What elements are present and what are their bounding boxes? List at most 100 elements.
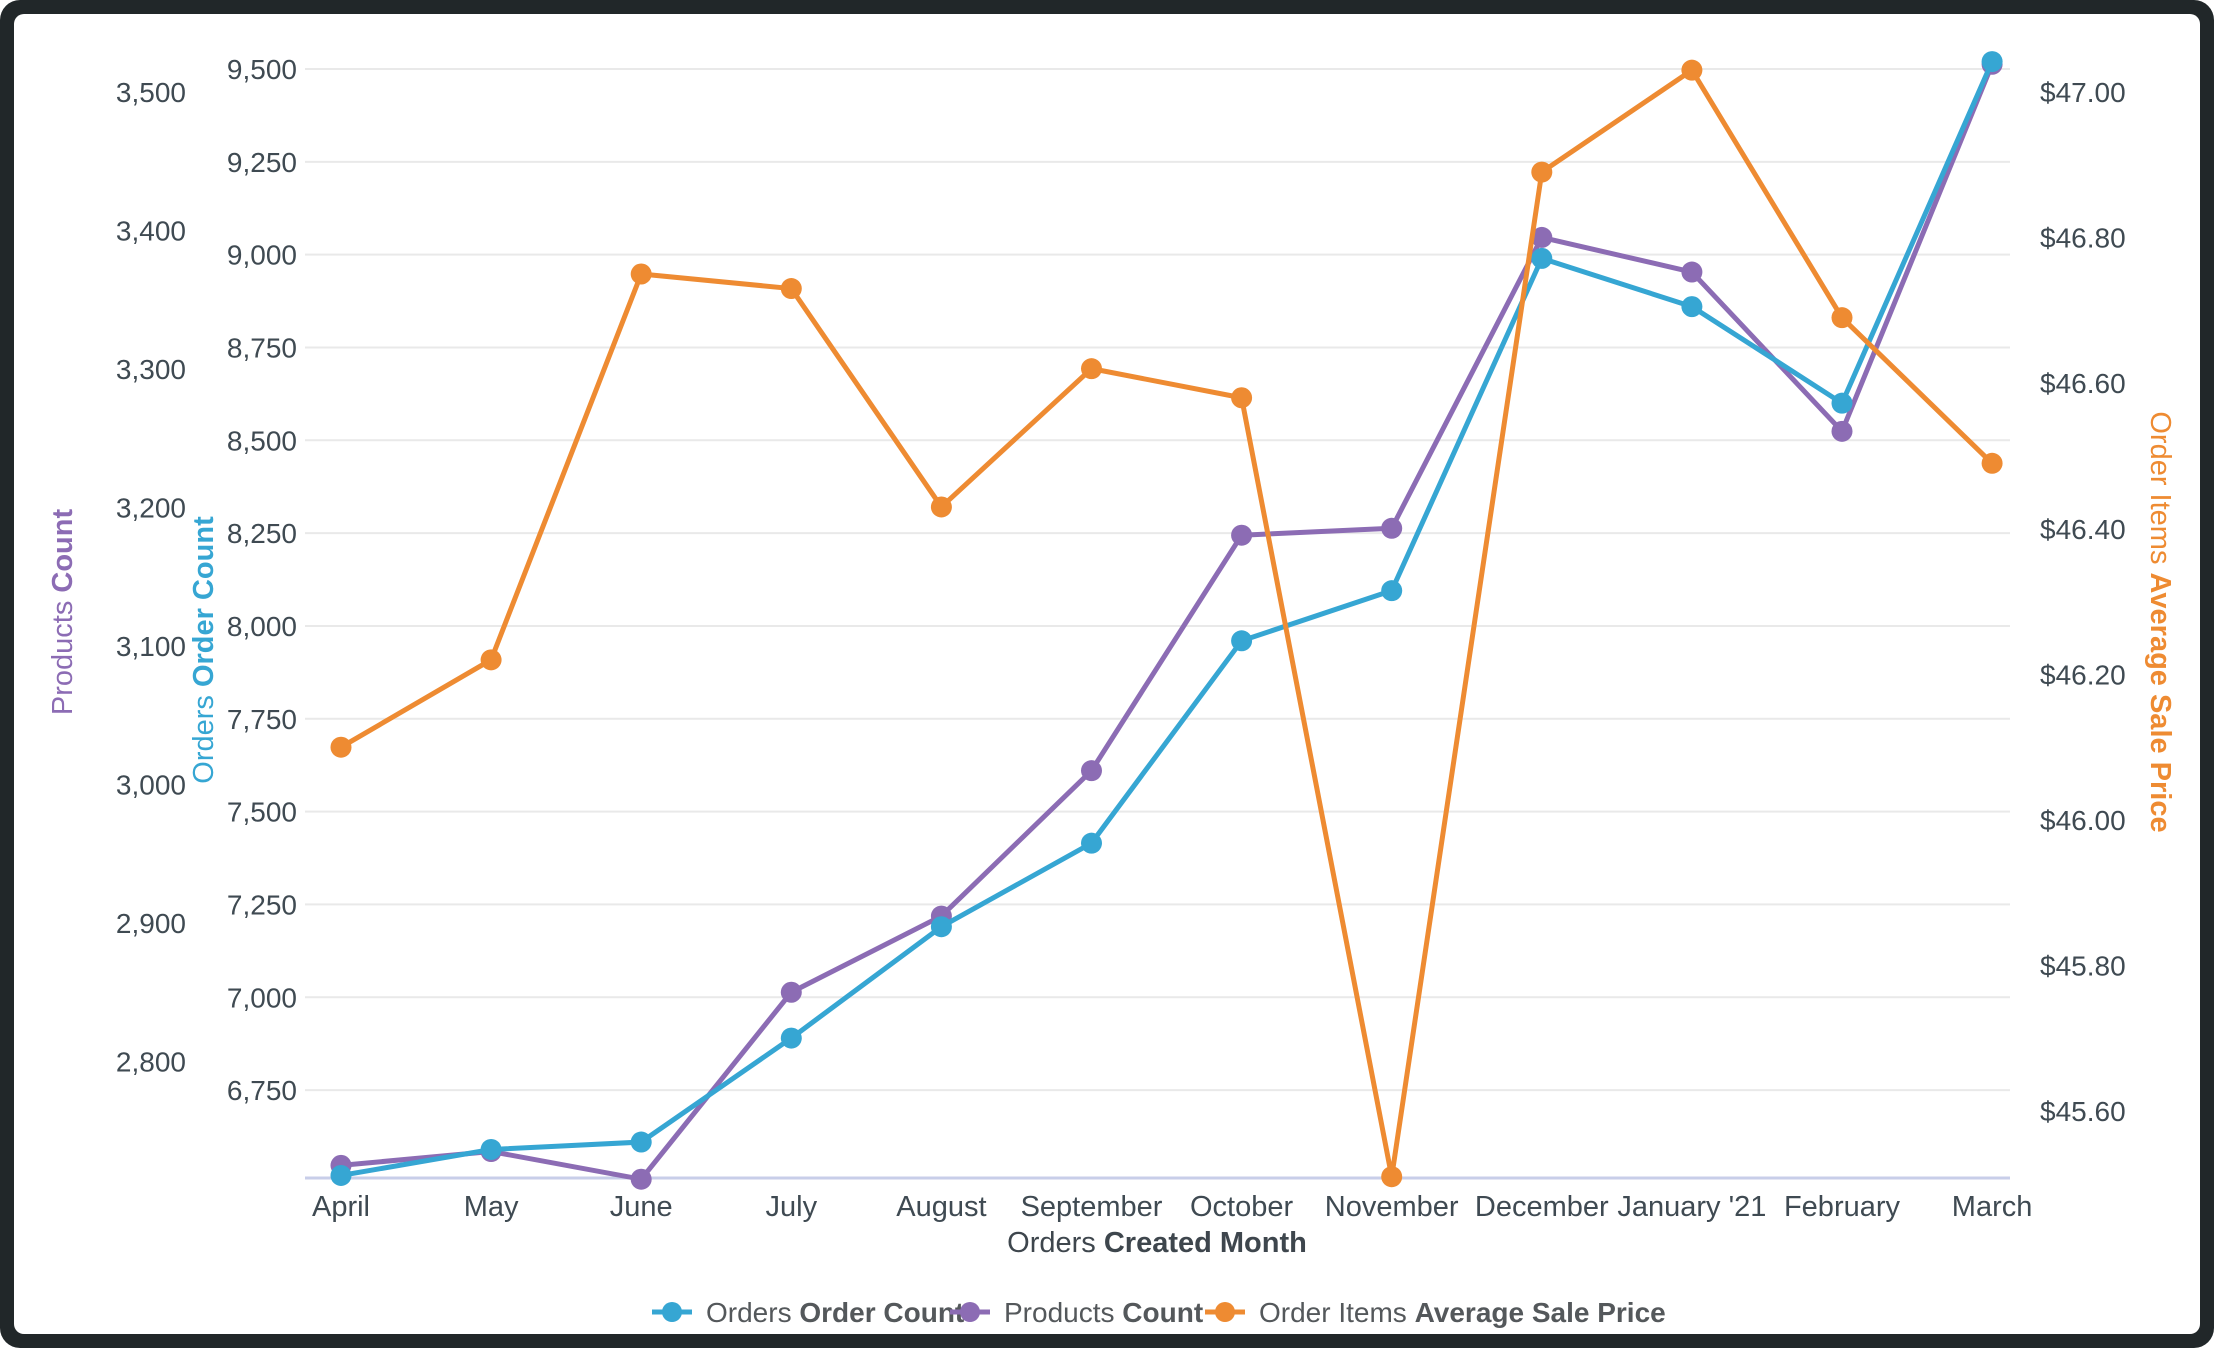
data-point-products-December[interactable]: [1531, 226, 1553, 248]
data-point-orders-March[interactable]: [1981, 51, 2003, 73]
legend-item-products[interactable]: Products Count: [950, 1297, 1203, 1328]
data-point-orders-January '21[interactable]: [1681, 296, 1703, 318]
data-point-orders-November[interactable]: [1381, 580, 1403, 602]
gridlines-layer: [305, 68, 2010, 1180]
legend-label-orders: Orders Order Count: [706, 1297, 964, 1328]
data-point-orders-June[interactable]: [630, 1131, 652, 1153]
price-axis-title-prefix: Order Items: [2144, 411, 2176, 572]
price-axis-tick: $47.00: [2040, 77, 2126, 108]
data-point-orders-February[interactable]: [1831, 392, 1853, 414]
price-axis-title-bold: Average Sale Price: [2144, 573, 2176, 833]
orders-axis-tick: 9,500: [227, 54, 297, 85]
data-point-price-May[interactable]: [480, 649, 502, 671]
orders-axis-tick: 6,750: [227, 1075, 297, 1106]
x-axis-title-prefix: Orders: [1007, 1227, 1104, 1259]
price-axis-tick: $45.80: [2040, 951, 2126, 982]
legend: Orders Order Count Products Count Order …: [652, 1297, 1666, 1328]
data-point-products-February[interactable]: [1831, 420, 1853, 442]
data-point-products-September[interactable]: [1081, 760, 1102, 782]
data-point-orders-April[interactable]: [330, 1164, 352, 1186]
x-axis-label: July: [766, 1191, 818, 1223]
products-axis-title-bold: Count: [47, 509, 79, 593]
price-axis-tick: $45.60: [2040, 1096, 2126, 1127]
products-axis-tick: 3,300: [116, 354, 186, 385]
products-axis-tick: 2,900: [116, 908, 186, 939]
products-axis-tick: 2,800: [116, 1047, 186, 1078]
data-point-orders-August[interactable]: [930, 916, 952, 938]
orders-axis-tick: 7,250: [227, 889, 297, 920]
products-series-line: [338, 61, 1995, 1182]
data-point-orders-July[interactable]: [780, 1027, 802, 1049]
data-point-products-November[interactable]: [1381, 517, 1403, 539]
data-point-price-January '21[interactable]: [1681, 59, 1703, 81]
legend-marker-products-icon: [960, 1302, 980, 1322]
price-axis-tick: $46.80: [2040, 223, 2126, 254]
data-point-products-January '21[interactable]: [1681, 261, 1703, 283]
products-axis-title: Products Count: [47, 509, 79, 716]
orders-axis-tick: 9,250: [227, 147, 297, 178]
legend-marker-price-icon: [1215, 1302, 1235, 1322]
data-point-price-April[interactable]: [330, 736, 352, 758]
products-axis-tick: 3,000: [116, 770, 186, 801]
x-axis-label: April: [312, 1191, 370, 1223]
x-axis-label: May: [464, 1191, 519, 1223]
data-point-price-October[interactable]: [1231, 387, 1253, 409]
x-axis-label: August: [896, 1191, 986, 1223]
price-axis-tick: $46.00: [2040, 805, 2126, 836]
price-axis-tick: $46.20: [2040, 659, 2126, 690]
x-axis-title: Orders Created Month: [1007, 1227, 1307, 1259]
x-axis-label: January '21: [1617, 1191, 1766, 1223]
orders-axis-title: Orders Order Count: [188, 516, 220, 784]
data-point-price-September[interactable]: [1081, 358, 1102, 380]
price-axis-tick: $46.40: [2040, 514, 2126, 545]
orders-axis-tick: 8,500: [227, 425, 297, 456]
products-axis-tick: 3,400: [116, 216, 186, 247]
data-point-orders-December[interactable]: [1531, 247, 1553, 269]
x-axis-label: November: [1325, 1191, 1459, 1223]
x-axis-label: February: [1784, 1191, 1901, 1223]
price-axis-tick: $46.60: [2040, 368, 2126, 399]
x-axis-label: December: [1475, 1191, 1609, 1223]
orders-axis-title-prefix: Orders: [188, 687, 220, 784]
data-point-products-June[interactable]: [630, 1168, 652, 1190]
chart-card: [14, 14, 2200, 1334]
data-point-products-July[interactable]: [780, 981, 802, 1003]
data-point-price-February[interactable]: [1831, 307, 1853, 329]
data-point-orders-October[interactable]: [1231, 630, 1253, 652]
x-axis-title-bold: Created Month: [1104, 1227, 1307, 1259]
products-axis-title-prefix: Products: [47, 593, 79, 716]
orders-axis-tick: 8,250: [227, 518, 297, 549]
x-axis-label: September: [1021, 1191, 1163, 1223]
data-point-price-March[interactable]: [1981, 452, 2003, 474]
products-axis-tick: 3,100: [116, 631, 186, 662]
orders-axis-tick: 7,000: [227, 982, 297, 1013]
data-point-price-November[interactable]: [1381, 1166, 1403, 1188]
orders-axis-tick: 8,000: [227, 611, 297, 642]
data-point-products-October[interactable]: [1231, 524, 1253, 546]
legend-item-orders[interactable]: Orders Order Count: [652, 1297, 964, 1328]
legend-marker-orders-icon: [662, 1302, 682, 1322]
orders-axis-tick: 9,000: [227, 240, 297, 271]
series-layer: [330, 51, 2003, 1190]
data-point-orders-May[interactable]: [480, 1138, 502, 1160]
data-point-price-June[interactable]: [630, 263, 652, 285]
price-series-line: [338, 67, 1995, 1180]
legend-item-price[interactable]: Order Items Average Sale Price: [1205, 1297, 1666, 1328]
data-point-price-August[interactable]: [930, 496, 952, 518]
orders-axis-tick: 7,500: [227, 797, 297, 828]
legend-label-products: Products Count: [1004, 1297, 1203, 1328]
price-axis-title: Order Items Average Sale Price: [2144, 411, 2176, 832]
orders-axis-title-bold: Order Count: [188, 516, 220, 687]
data-point-price-July[interactable]: [780, 278, 802, 300]
orders-axis-tick: 7,750: [227, 704, 297, 735]
data-point-price-December[interactable]: [1531, 161, 1553, 183]
data-point-orders-September[interactable]: [1081, 832, 1102, 854]
x-axis-label: March: [1952, 1191, 2033, 1223]
x-axis-label: October: [1190, 1191, 1293, 1223]
products-axis-tick: 3,500: [116, 77, 186, 108]
legend-label-price: Order Items Average Sale Price: [1259, 1297, 1666, 1328]
orders-axis-tick: 8,750: [227, 332, 297, 363]
x-axis-label: June: [610, 1191, 673, 1223]
